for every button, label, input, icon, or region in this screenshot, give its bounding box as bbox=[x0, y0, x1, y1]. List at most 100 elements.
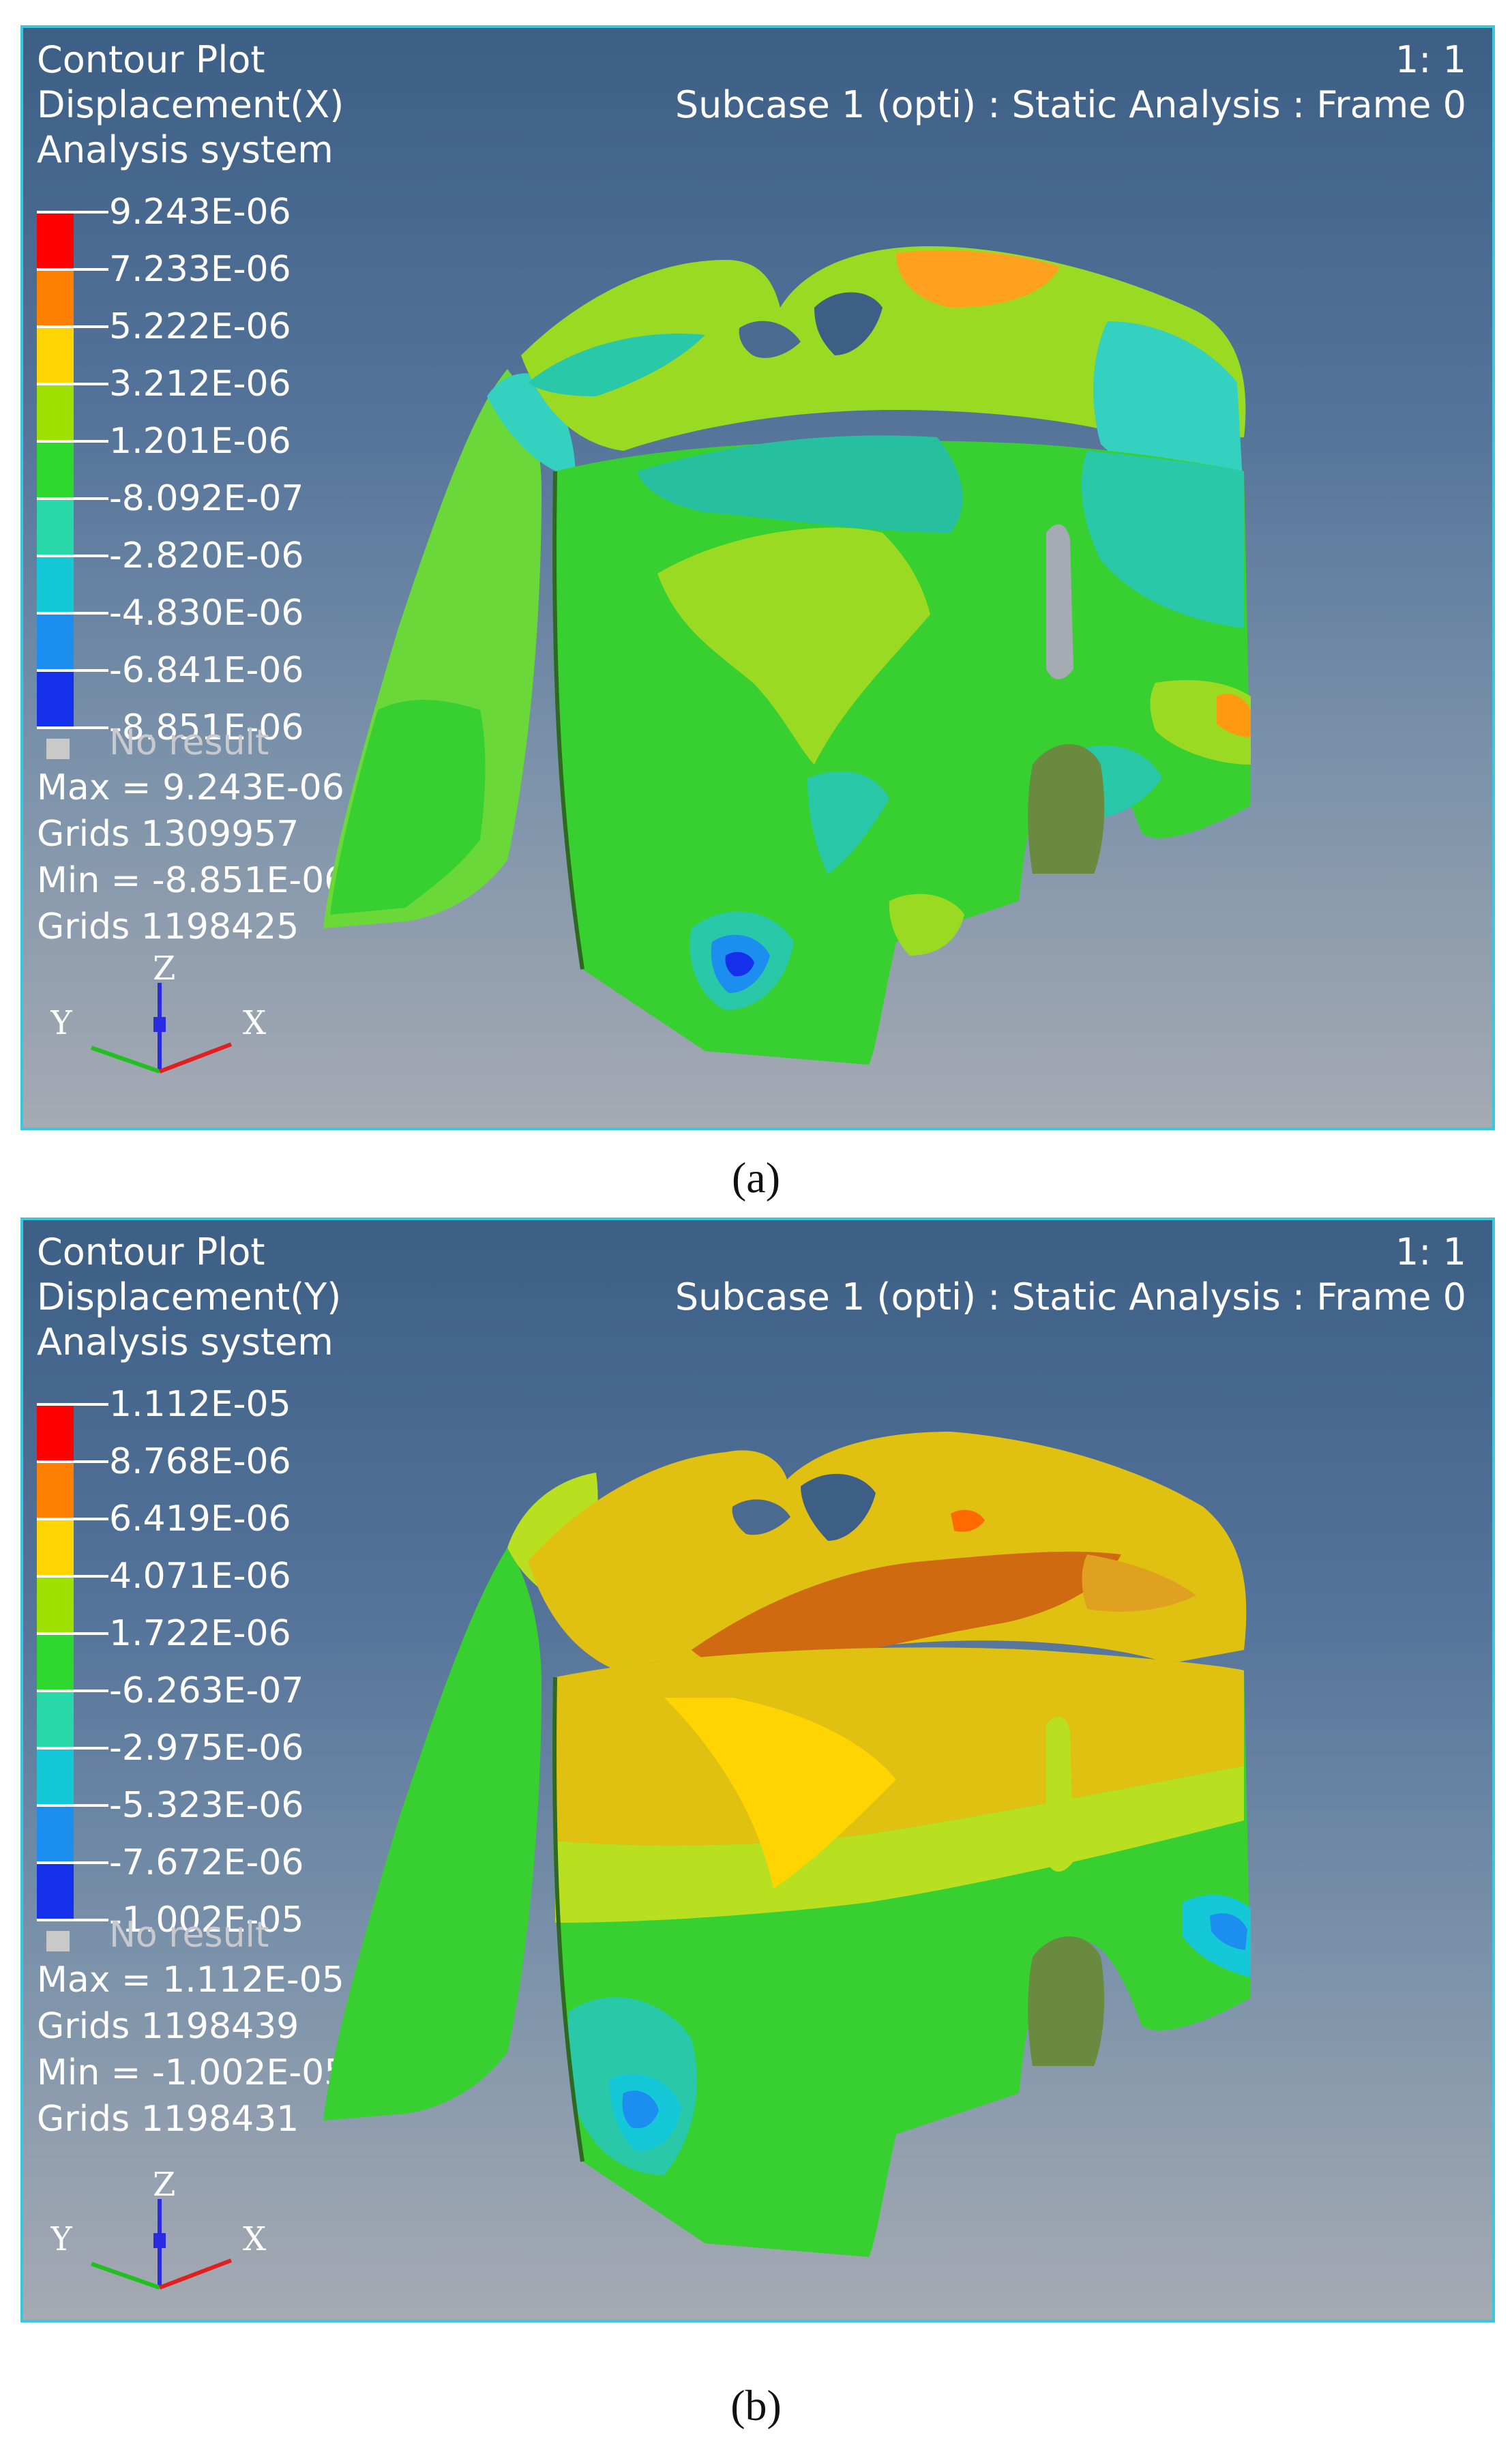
legend-value: 7.233E-06 bbox=[109, 249, 291, 290]
mesh-model-b[interactable] bbox=[282, 1343, 1346, 2298]
legend-value: 5.222E-06 bbox=[109, 306, 291, 347]
legend-tick bbox=[37, 1861, 108, 1864]
y-axis-label: Y bbox=[50, 2220, 73, 2258]
plot-coordinate-system: Analysis system bbox=[37, 128, 333, 171]
legend-value: -6.841E-06 bbox=[109, 650, 304, 691]
axis-triad: Z Y X bbox=[50, 2168, 266, 2290]
legend-value: 6.419E-06 bbox=[109, 1499, 291, 1539]
legend-color-band bbox=[37, 268, 74, 325]
legend-tick bbox=[37, 383, 108, 385]
legend-tick bbox=[37, 1747, 108, 1750]
x-axis-label: X bbox=[243, 1004, 266, 1042]
legend-tick bbox=[37, 669, 108, 672]
legend-tick bbox=[37, 325, 108, 328]
legend-color-band bbox=[37, 612, 74, 669]
y-axis-line bbox=[91, 2262, 160, 2290]
subcase-label: Subcase 1 (opti) : Static Analysis : Fra… bbox=[675, 83, 1466, 126]
legend-tick bbox=[37, 497, 108, 500]
x-axis-line bbox=[158, 1042, 233, 1074]
legend-tick bbox=[37, 1460, 108, 1463]
plot-title-block: Contour Plot Displacement(X) Analysis sy… bbox=[37, 38, 344, 173]
legend-value: -1.002E-05 bbox=[109, 1900, 304, 1940]
z-axis-marker bbox=[153, 1017, 166, 1032]
legend-value: -7.672E-06 bbox=[109, 1842, 304, 1883]
model-edge bbox=[552, 1677, 584, 2162]
result-stats: Max = 1.112E-05 Grids 1198439 Min = -1.0… bbox=[37, 1957, 346, 2142]
legend-value: -4.830E-06 bbox=[109, 593, 304, 634]
min-value: Min = -1.002E-05 bbox=[37, 2052, 347, 2093]
contour-legend: 1.112E-05 8.768E-06 6.419E-06 4.071E-06 1.72… bbox=[37, 1383, 419, 1940]
contour-viewport-b[interactable]: Contour Plot Displacement(Y) Analysis sy… bbox=[20, 1217, 1495, 2322]
plot-title: Contour Plot bbox=[37, 1230, 265, 1273]
legend-tick bbox=[37, 612, 108, 615]
legend-value: 9.243E-06 bbox=[109, 192, 291, 233]
max-value: Max = 1.112E-05 bbox=[37, 1960, 344, 2001]
y-axis-line bbox=[91, 1046, 160, 1074]
legend-tick bbox=[37, 1919, 108, 1921]
model-top bbox=[528, 1432, 1247, 1677]
contour-viewport-a[interactable]: Contour Plot Displacement(X) Analysis sy… bbox=[20, 25, 1495, 1130]
plot-coordinate-system: Analysis system bbox=[37, 1320, 333, 1363]
model-edge bbox=[552, 471, 584, 970]
y-axis-label: Y bbox=[50, 1004, 73, 1042]
model-left-lobe bbox=[323, 369, 576, 928]
z-axis-marker bbox=[153, 2233, 166, 2248]
model-front-face bbox=[554, 435, 1251, 1065]
model-top bbox=[521, 246, 1246, 505]
legend-value: 1.201E-06 bbox=[109, 421, 291, 462]
legend-value: 3.212E-06 bbox=[109, 364, 291, 404]
legend-color-band bbox=[37, 325, 74, 383]
legend-value: -8.851E-06 bbox=[109, 707, 304, 748]
legend-color-band bbox=[37, 497, 74, 555]
legend-color-band bbox=[37, 1518, 74, 1575]
axis-triad: Z Y X bbox=[50, 952, 266, 1074]
figure-caption-a: (a) bbox=[731, 1153, 781, 1202]
legend-value: 1.722E-06 bbox=[109, 1613, 291, 1654]
legend-tick bbox=[37, 1403, 108, 1406]
legend-color-band bbox=[37, 211, 74, 268]
legend-value: 1.112E-05 bbox=[109, 1384, 291, 1425]
contour-legend: 9.243E-06 7.233E-06 5.222E-06 3.212E-06 1.20… bbox=[37, 190, 419, 748]
max-value: Max = 9.243E-06 bbox=[37, 767, 344, 808]
mesh-model-a[interactable] bbox=[282, 151, 1346, 1106]
plot-result-type: Displacement(X) bbox=[37, 83, 344, 126]
no-result-swatch bbox=[46, 1931, 70, 1951]
min-grid: Grids 1198431 bbox=[37, 2099, 299, 2140]
plot-result-type: Displacement(Y) bbox=[37, 1275, 342, 1318]
legend-color-band bbox=[37, 669, 74, 726]
legend-color-band bbox=[37, 1861, 74, 1919]
legend-tick bbox=[37, 211, 108, 213]
max-grid: Grids 1198439 bbox=[37, 2006, 299, 2047]
legend-value: 8.768E-06 bbox=[109, 1441, 291, 1482]
x-axis-label: X bbox=[243, 2220, 266, 2258]
max-grid: Grids 1309957 bbox=[37, 814, 299, 855]
legend-color-band bbox=[37, 555, 74, 612]
x-axis-line bbox=[158, 2258, 233, 2290]
plot-title: Contour Plot bbox=[37, 38, 265, 81]
min-grid: Grids 1198425 bbox=[37, 906, 299, 947]
legend-value: -8.092E-07 bbox=[109, 478, 304, 519]
subcase-label: Subcase 1 (opti) : Static Analysis : Fra… bbox=[675, 1275, 1466, 1318]
legend-value: 4.071E-06 bbox=[109, 1556, 291, 1597]
view-scale: 1: 1 bbox=[1395, 1230, 1466, 1273]
legend-tick bbox=[37, 555, 108, 557]
result-stats: Max = 9.243E-06 Grids 1309957 Min = -8.8… bbox=[37, 765, 346, 950]
legend-tick bbox=[37, 1518, 108, 1520]
legend-value: -5.323E-06 bbox=[109, 1785, 304, 1826]
legend-value: -2.820E-06 bbox=[109, 535, 304, 576]
legend-color-band bbox=[37, 1460, 74, 1518]
legend-color-band bbox=[37, 1632, 74, 1689]
no-result-swatch bbox=[46, 739, 70, 759]
legend-color-band bbox=[37, 1575, 74, 1632]
legend-color-band bbox=[37, 1403, 74, 1460]
legend-tick bbox=[37, 726, 108, 729]
view-scale: 1: 1 bbox=[1395, 38, 1466, 81]
min-value: Min = -8.851E-06 bbox=[37, 860, 347, 901]
legend-tick bbox=[37, 1632, 108, 1635]
figure-caption-b: (b) bbox=[730, 2381, 782, 2430]
z-axis-label: Z bbox=[153, 952, 175, 988]
legend-tick bbox=[37, 1689, 108, 1692]
legend-color-band bbox=[37, 1804, 74, 1861]
model-front-face bbox=[554, 1647, 1251, 2257]
legend-value: -6.263E-07 bbox=[109, 1670, 304, 1711]
